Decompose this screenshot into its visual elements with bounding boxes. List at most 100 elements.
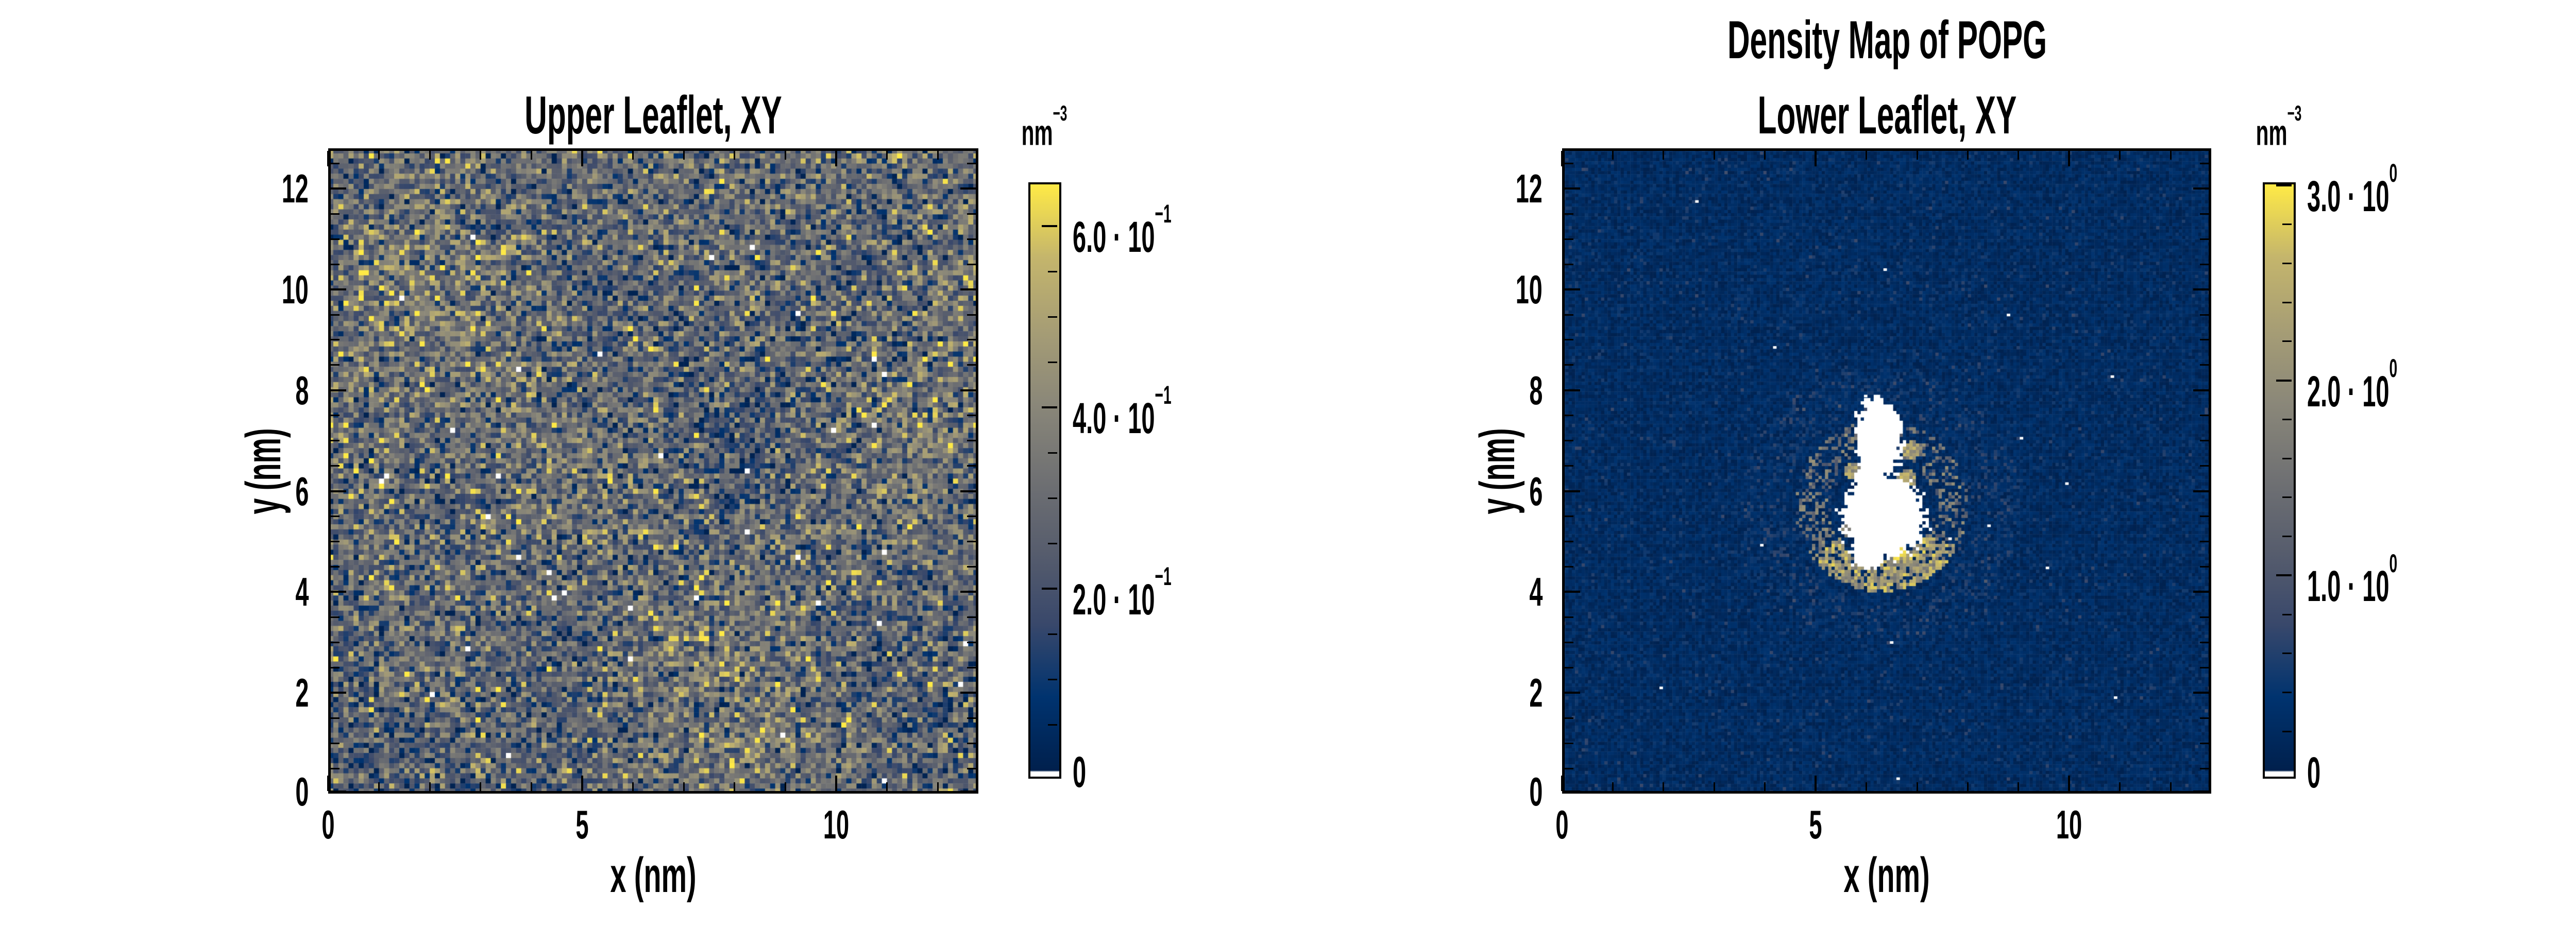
y-major-tick: [960, 187, 976, 190]
x-tick-label: 0: [317, 804, 339, 845]
y-minor-tick: [2200, 666, 2209, 668]
y-major-tick: [1565, 791, 1580, 793]
colorbar-minor-tick: [2282, 340, 2292, 342]
colorbar-tick-label: 0: [2307, 751, 2331, 794]
colorbar-major-tick: [1042, 406, 1057, 408]
y-minor-tick: [331, 541, 340, 543]
x-minor-tick: [429, 151, 431, 160]
y-tick-label: 4: [144, 572, 309, 612]
x-minor-tick: [632, 151, 634, 160]
y-minor-tick: [1565, 767, 1573, 769]
y-tick-label-text: 8: [1529, 367, 1543, 413]
y-minor-tick: [1565, 162, 1573, 164]
y-minor-tick: [1565, 516, 1573, 518]
y-major-tick: [331, 791, 346, 793]
y-tick-label-text: 12: [1515, 166, 1543, 212]
y-minor-tick: [331, 364, 340, 366]
y-major-tick: [2193, 692, 2209, 694]
colorbar-minor-tick: [2282, 653, 2292, 655]
colorbar-minor-tick: [2282, 262, 2292, 264]
y-tick-label-text: 0: [295, 769, 309, 814]
colorbar-minor-tick: [2282, 457, 2292, 459]
y-major-tick: [2193, 288, 2209, 291]
axes-ticks-layer: [1561, 148, 2211, 794]
y-minor-tick: [2200, 616, 2209, 618]
y-minor-tick: [2200, 717, 2209, 719]
colorbar-major-tick: [2276, 184, 2292, 186]
colorbar-tick-label-text: 4.0 · 10−1: [1073, 380, 1172, 442]
y-tick-label: 10: [144, 269, 309, 310]
y-tick-label: 6: [1378, 471, 1543, 511]
colorbar-minor-tick: [2282, 536, 2292, 538]
y-minor-tick: [967, 767, 976, 769]
y-minor-tick: [967, 213, 976, 215]
y-major-tick: [1565, 187, 1580, 190]
y-minor-tick: [967, 364, 976, 366]
y-major-tick: [331, 490, 346, 492]
x-minor-tick: [530, 782, 532, 791]
axes-ticks-layer: [327, 148, 978, 794]
y-minor-tick: [967, 465, 976, 467]
y-major-tick: [331, 187, 346, 190]
y-minor-tick: [967, 565, 976, 568]
y-minor-tick: [1565, 440, 1573, 442]
y-major-tick: [1565, 591, 1580, 593]
y-minor-tick: [2200, 238, 2209, 240]
x-minor-tick: [937, 782, 939, 791]
x-minor-tick: [1612, 151, 1614, 160]
colorbar-tick-label: 2.0 · 100: [2307, 353, 2468, 416]
y-minor-tick: [1565, 339, 1573, 341]
y-minor-tick: [2200, 162, 2209, 164]
y-tick-label: 4: [1378, 572, 1543, 612]
y-minor-tick: [967, 742, 976, 744]
x-minor-tick: [784, 782, 786, 791]
y-minor-tick: [1565, 641, 1573, 643]
y-major-tick: [331, 591, 346, 593]
colorbar-minor-tick: [1048, 316, 1057, 318]
colorbar-unit-text: nm−3: [1021, 100, 1067, 153]
y-tick-label: 2: [1378, 673, 1543, 713]
x-major-tick: [581, 776, 583, 791]
colorbar-unit-label: nm−3: [2240, 101, 2318, 150]
x-minor-tick: [886, 151, 888, 160]
y-tick-label-text: 6: [1529, 468, 1543, 514]
colorbar-tick-label: 4.0 · 10−1: [1073, 380, 1249, 442]
x-tick-label-text: 0: [1555, 802, 1569, 847]
x-minor-tick: [734, 782, 736, 791]
y-minor-tick: [967, 339, 976, 341]
colorbar-tick-label: 1.0 · 100: [2307, 548, 2468, 608]
y-tick-label: 8: [1378, 370, 1543, 410]
y-tick-label: 0: [1378, 771, 1543, 812]
x-tick-label: 0: [1551, 804, 1573, 845]
colorbar-gradient: [2263, 182, 2296, 779]
x-tick-label-text: 10: [2056, 802, 2082, 847]
y-tick-label-text: 12: [281, 166, 309, 212]
colorbar-tick-label-text: 0: [2307, 748, 2321, 797]
y-major-tick: [960, 389, 976, 391]
colorbar-minor-tick: [1048, 270, 1057, 272]
colorbar-minor-tick: [2282, 496, 2292, 499]
x-minor-tick: [1713, 151, 1715, 160]
y-minor-tick: [331, 717, 340, 719]
y-minor-tick: [2200, 767, 2209, 769]
x-major-tick: [2068, 776, 2071, 791]
x-tick-label-text: 5: [1809, 802, 1822, 847]
y-minor-tick: [331, 213, 340, 215]
y-major-tick: [1565, 490, 1580, 492]
y-major-tick: [2193, 389, 2209, 391]
subplot-title: Upper Leaflet, XY: [431, 89, 875, 142]
x-major-tick: [1561, 776, 1563, 791]
x-minor-tick: [2018, 151, 2020, 160]
x-minor-tick: [480, 782, 482, 791]
y-major-tick: [2193, 791, 2209, 793]
y-minor-tick: [2200, 440, 2209, 442]
y-major-tick: [331, 288, 346, 291]
x-minor-tick: [1764, 782, 1766, 791]
colorbar-minor-tick: [2282, 224, 2292, 226]
x-minor-tick: [1612, 782, 1614, 791]
colorbar-minor-tick: [1048, 678, 1057, 680]
x-minor-tick: [2119, 782, 2121, 791]
y-major-tick: [331, 692, 346, 694]
x-major-tick: [1815, 151, 1817, 166]
colorbar-tick-label-text: 2.0 · 100: [2307, 353, 2398, 416]
